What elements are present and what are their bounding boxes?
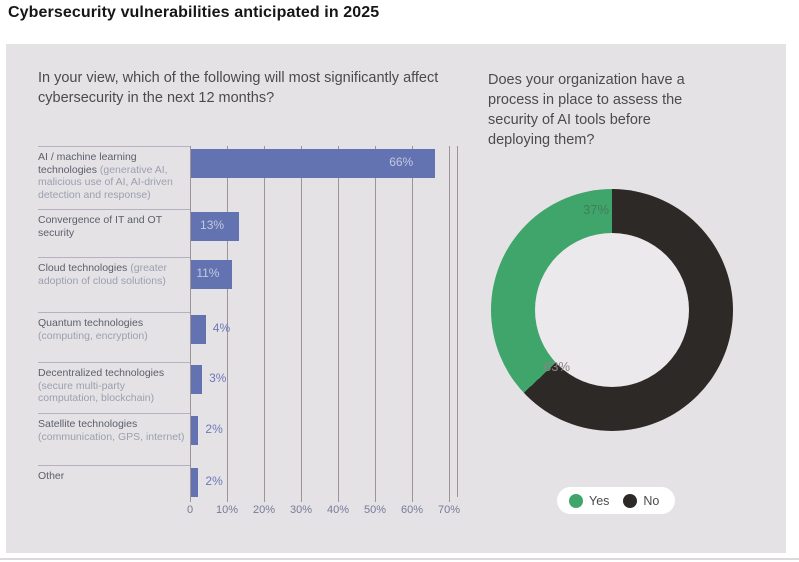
- bar-track: 13%: [190, 209, 472, 257]
- axis-tick: [190, 497, 191, 502]
- chart-panel: In your view, which of the following wil…: [6, 44, 786, 553]
- bar-chart-question: In your view, which of the following wil…: [38, 70, 439, 106]
- bar-value-label: 3%: [209, 371, 227, 385]
- bar-category-label-sub: (communication, GPS, internet): [38, 430, 185, 443]
- bar-category-label: Satellite technologies (communication, G…: [38, 413, 190, 465]
- bottom-divider: [0, 558, 799, 560]
- bar-value-label: 2%: [205, 422, 223, 436]
- gridline: [338, 146, 339, 497]
- page-title: Cybersecurity vulnerabilities anticipate…: [8, 4, 380, 21]
- gridline: [264, 146, 265, 497]
- legend-item-no: No: [623, 493, 660, 508]
- axis-tick: [449, 497, 450, 502]
- bar-category-label: Cloud technologies (greater adoption of …: [38, 257, 190, 312]
- axis-tick-label: 20%: [252, 504, 276, 516]
- bar-track: 3%: [190, 362, 472, 413]
- axis-tick: [375, 497, 376, 502]
- bar-track: 11%: [190, 257, 472, 312]
- bar-category-label: AI / machine learning technologies (gene…: [38, 146, 190, 209]
- axis-tick-label: 70%: [437, 504, 461, 516]
- donut-label-yes: 37%: [583, 202, 610, 217]
- axis-tick-label: 30%: [289, 504, 313, 516]
- donut-chart-question: Does your organization have a process in…: [488, 72, 685, 148]
- bar-category-label-sub: (greater adoption of cloud solutions): [38, 262, 167, 287]
- bar-track: 2%: [190, 465, 472, 497]
- bar: [191, 365, 203, 394]
- donut-hole: [535, 233, 689, 387]
- axis-tick: [412, 497, 413, 502]
- bar-row: Quantum technologies (computing, encrypt…: [38, 312, 472, 362]
- gridline: [190, 146, 191, 497]
- axis-tick-label: 0: [186, 504, 194, 516]
- gridline: [412, 146, 413, 497]
- bar-category-label-main: Quantum technologies: [38, 317, 144, 329]
- bar-value-label: 66%: [389, 155, 414, 169]
- gridline: [301, 146, 302, 497]
- bar-track: 66%: [190, 146, 472, 209]
- bar-category-label-main: Other: [38, 470, 65, 482]
- bar: [191, 468, 199, 497]
- bar-row: Convergence of IT and OT security 13%: [38, 209, 472, 257]
- bar-chart-rows: AI / machine learning technologies (gene…: [38, 146, 472, 497]
- bar-value-label: 2%: [205, 474, 223, 488]
- bar-row: Decentralized technologies (secure multi…: [38, 362, 472, 413]
- donut-legend: Yes No: [557, 487, 676, 514]
- axis-tick: [227, 497, 228, 502]
- bar-chart-x-axis: 0 10% 20% 30% 40% 50% 60% 70%: [186, 497, 461, 523]
- gridline: [457, 146, 458, 497]
- legend-dot-no: [623, 493, 638, 508]
- bar-track: 4%: [190, 312, 472, 362]
- bar-category-label-main: Satellite technologies: [38, 418, 138, 430]
- axis-tick-label: 50%: [363, 504, 387, 516]
- bar-category-label-sub: (secure multi-party computation, blockch…: [38, 379, 155, 405]
- bar-row: Satellite technologies (communication, G…: [38, 413, 472, 465]
- axis-tick-label: 40%: [326, 504, 350, 516]
- legend-label: Yes: [589, 493, 610, 508]
- legend-dot-yes: [569, 493, 583, 508]
- bar-category-label: Decentralized technologies (secure multi…: [38, 362, 190, 413]
- bar-value-label: 13%: [200, 218, 225, 232]
- bar-category-label-main: AI / machine learning technologies: [38, 151, 137, 176]
- gridline: [375, 146, 376, 497]
- bar-category-label-main: Convergence of IT and OT security: [38, 214, 162, 239]
- donut-chart: 37% 63%: [491, 189, 733, 431]
- legend-label: No: [643, 493, 660, 508]
- gridline: [449, 146, 450, 497]
- axis-tick: [301, 497, 302, 502]
- bar-value-label: 4%: [212, 321, 231, 335]
- bar-category-label: Convergence of IT and OT security: [38, 209, 190, 257]
- bar-chart-gridlines: [190, 146, 458, 497]
- axis-tick: [338, 497, 339, 502]
- bar-category-label-main: Decentralized technologies: [38, 367, 165, 379]
- bar: [191, 260, 232, 289]
- bar-category-label-sub: (computing, encryption): [38, 329, 148, 342]
- bar-row: Cloud technologies (greater adoption of …: [38, 257, 472, 312]
- bar-row: Other 2%: [38, 465, 472, 497]
- donut-label-no: 63%: [544, 359, 571, 374]
- bar-chart: AI / machine learning technologies (gene…: [38, 146, 472, 526]
- bar: [191, 149, 436, 178]
- axis-tick-label: 10%: [215, 504, 239, 516]
- axis-tick-label: 60%: [400, 504, 424, 516]
- bar-category-label-main: Cloud technologies: [38, 262, 128, 274]
- gridline: [227, 146, 228, 497]
- bar-value-label: 11%: [196, 266, 220, 280]
- bar-row: AI / machine learning technologies (gene…: [38, 146, 472, 209]
- bar-track: 2%: [190, 413, 472, 465]
- bar: [191, 315, 206, 344]
- bar-category-label-sub: (generative AI, malicious use of AI, AI-…: [38, 163, 173, 201]
- bar: [191, 416, 199, 445]
- bar-category-label: Other: [38, 465, 190, 497]
- axis-tick: [264, 497, 265, 502]
- bar-category-label: Quantum technologies (computing, encrypt…: [38, 312, 190, 362]
- legend-item-yes: Yes: [569, 493, 610, 508]
- bar: [191, 212, 240, 241]
